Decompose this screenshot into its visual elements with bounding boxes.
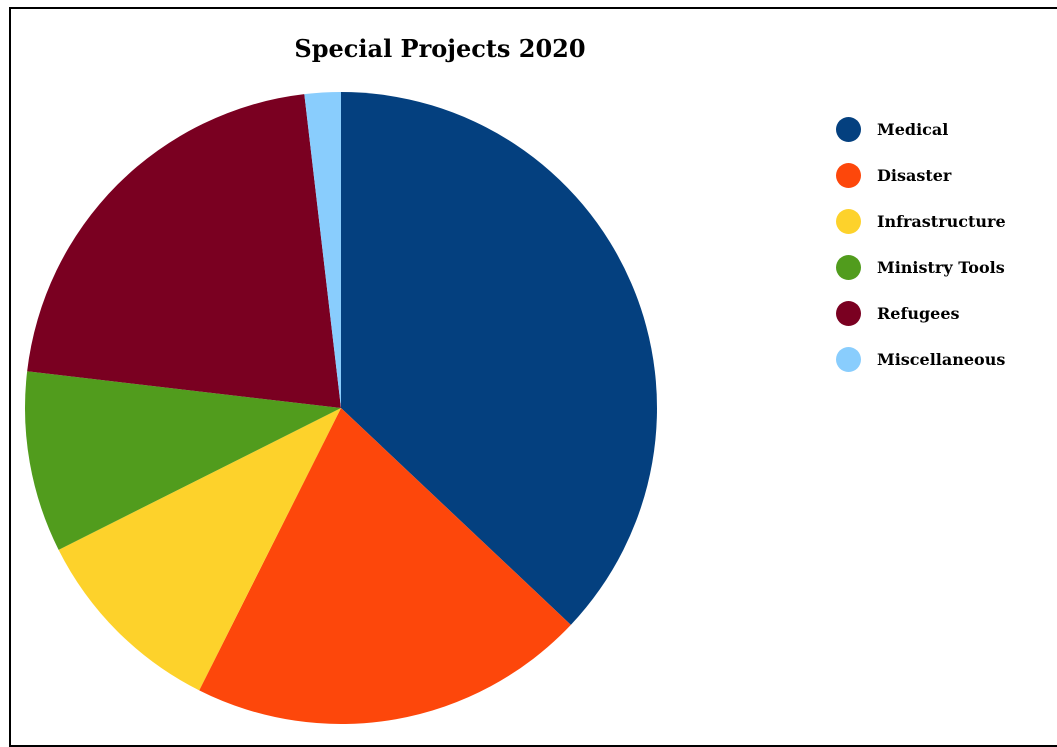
- legend-swatch-refugees: [836, 300, 861, 326]
- legend-label-disaster: Disaster: [877, 165, 952, 185]
- pie-slice-medical: [341, 92, 657, 625]
- chart-legend: Medical Disaster Infrastructure Ministry To…: [836, 106, 1006, 382]
- legend-label-infrastructure: Infrastructure: [877, 211, 1006, 231]
- pie-slice-infrastructure: [58, 408, 342, 691]
- legend-swatch-medical: [836, 116, 861, 142]
- chart-title: Special Projects 2020: [294, 34, 586, 63]
- pie-slice-refugees: [27, 94, 341, 408]
- legend-item-miscellaneous: Miscellaneous: [836, 336, 1006, 382]
- legend-swatch-infrastructure: [836, 208, 861, 234]
- legend-swatch-ministry-tools: [836, 254, 861, 280]
- legend-swatch-disaster: [836, 162, 861, 188]
- legend-item-refugees: Refugees: [836, 290, 1006, 336]
- legend-label-miscellaneous: Miscellaneous: [877, 349, 1006, 369]
- legend-item-medical: Medical: [836, 106, 1006, 152]
- legend-item-ministry-tools: Ministry Tools: [836, 244, 1006, 290]
- pie-slice-miscellaneous: [304, 92, 341, 408]
- legend-label-ministry-tools: Ministry Tools: [877, 257, 1005, 277]
- pie-slice-disaster: [199, 408, 571, 725]
- legend-label-refugees: Refugees: [877, 303, 960, 323]
- legend-item-disaster: Disaster: [836, 152, 1006, 198]
- legend-swatch-miscellaneous: [836, 346, 861, 372]
- pie-slices: [25, 92, 657, 725]
- legend-item-infrastructure: Infrastructure: [836, 198, 1006, 244]
- pie-slice-ministry-tools: [25, 371, 342, 550]
- legend-label-medical: Medical: [877, 119, 949, 139]
